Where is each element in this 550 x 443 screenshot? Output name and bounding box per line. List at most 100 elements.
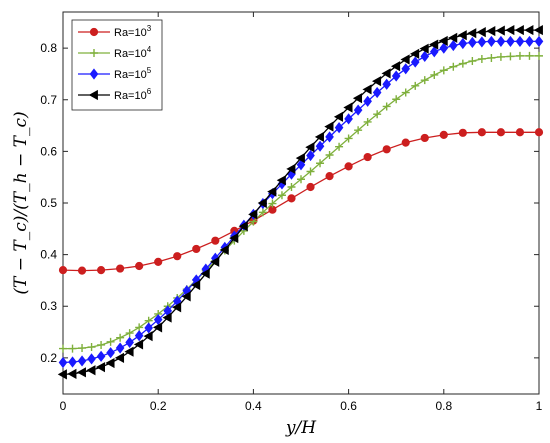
data-point-plus [363,117,372,126]
data-point-plus [125,329,134,338]
data-point-triangle-left [76,367,86,378]
data-point-circle [515,128,525,137]
data-point-triangle-left [333,111,343,122]
data-point-triangle-left [133,339,144,350]
data-point-circle [211,236,220,245]
data-point-plus [287,182,296,191]
data-point-plus [87,343,96,352]
data-point-triangle-left [429,39,439,50]
data-point-plus [382,102,391,111]
data-point-circle [439,130,448,139]
data-point-triangle-left [200,268,210,279]
legend-entry: Ra=105 [78,66,152,81]
axis-ticks [62,12,540,394]
data-point-plus [316,159,325,168]
data-point-plus [106,337,115,346]
data-point-circle [325,172,334,181]
data-point-plus [258,208,267,217]
data-point-circle [420,133,429,143]
legend-label-exponent: 4 [147,45,152,54]
data-point-diamond [315,140,325,152]
data-point-diamond [515,35,525,48]
data-point-triangle-left [229,233,239,244]
data-point-triangle-left [514,24,524,36]
data-point-diamond [391,70,401,82]
data-point-triangle-left [191,279,201,291]
data-point-plus [420,76,429,85]
legend-label-base: Ra=10 [114,48,147,60]
data-point-plus [468,57,477,66]
x-tick-label: 0.8 [435,399,452,413]
series-layer [57,24,544,380]
data-point-triangle-left [505,24,515,36]
data-point-plus [401,88,410,97]
data-point-triangle-left [305,142,315,153]
data-point-diamond [429,46,439,58]
data-point-plus [392,95,401,104]
data-point-triangle-left [467,28,477,39]
data-point-diamond [353,104,363,116]
x-tick-label: 0.2 [150,399,167,413]
x-tick-label: 0.6 [340,399,357,413]
data-point-diamond [334,122,344,134]
data-point-circle [401,138,410,147]
data-point-triangle-left [238,221,248,232]
data-point-triangle-left [410,48,420,59]
data-point-diamond [525,35,534,48]
x-axis-label: y/H [285,418,317,438]
data-point-plus [477,54,486,63]
x-tick-label: 1 [536,399,543,413]
data-point-triangle-left [486,26,496,37]
data-point-triangle-left [438,35,448,46]
data-point-plus [59,344,67,353]
data-point-triangle-left [495,25,505,36]
data-point-diamond [306,149,315,162]
data-point-diamond [534,35,544,48]
data-point-triangle-left [57,369,67,380]
data-point-plus [277,191,286,200]
data-point-triangle-left [286,163,296,175]
x-tick-label: 0 [60,399,67,413]
data-point-triangle-left [324,121,334,132]
data-point-triangle-left [67,368,77,379]
data-point-triangle-left [114,352,125,363]
data-point-triangle-left [295,153,305,164]
data-point-triangle-left [162,312,172,323]
data-point-triangle-left [88,89,98,101]
data-point-diamond [77,355,87,367]
data-point-triangle-left [352,93,363,104]
data-point-circle [363,152,372,162]
data-point-diamond [363,95,372,107]
data-point-plus [325,150,334,159]
data-point-circle [77,266,87,275]
data-point-triangle-left [524,24,534,36]
legend-entry: Ra=103 [78,24,152,39]
data-point-circle [96,266,106,275]
data-point-circle [496,128,506,137]
y-tick-label: 0.3 [40,299,57,313]
data-point-diamond [325,131,334,143]
data-point-circle [89,27,99,37]
data-point-diamond [96,350,106,362]
data-point-circle [173,252,182,261]
data-point-triangle-left [362,84,372,95]
y-tick-label: 0.4 [40,248,57,262]
data-point-plus [344,134,353,143]
data-point-plus [97,340,106,349]
data-point-circle [154,257,163,266]
data-point-triangle-left [152,322,163,333]
data-point-plus [458,59,467,68]
y-tick-label: 0.6 [40,144,57,158]
data-point-diamond [506,35,515,48]
data-point-diamond [401,63,411,75]
data-point-triangle-left [448,32,458,43]
data-point-plus [506,52,515,61]
data-point-diamond [458,37,468,50]
data-point-plus [268,199,277,208]
data-point-plus [535,51,543,60]
data-point-triangle-left [533,24,543,36]
axis-tick-labels: 0 0.2 0.4 0.6 0.8 1 0.2 0.3 0.4 0.5 0.6 0.7 0.8 [40,41,542,413]
legend-label-base: Ra=10 [114,90,147,102]
